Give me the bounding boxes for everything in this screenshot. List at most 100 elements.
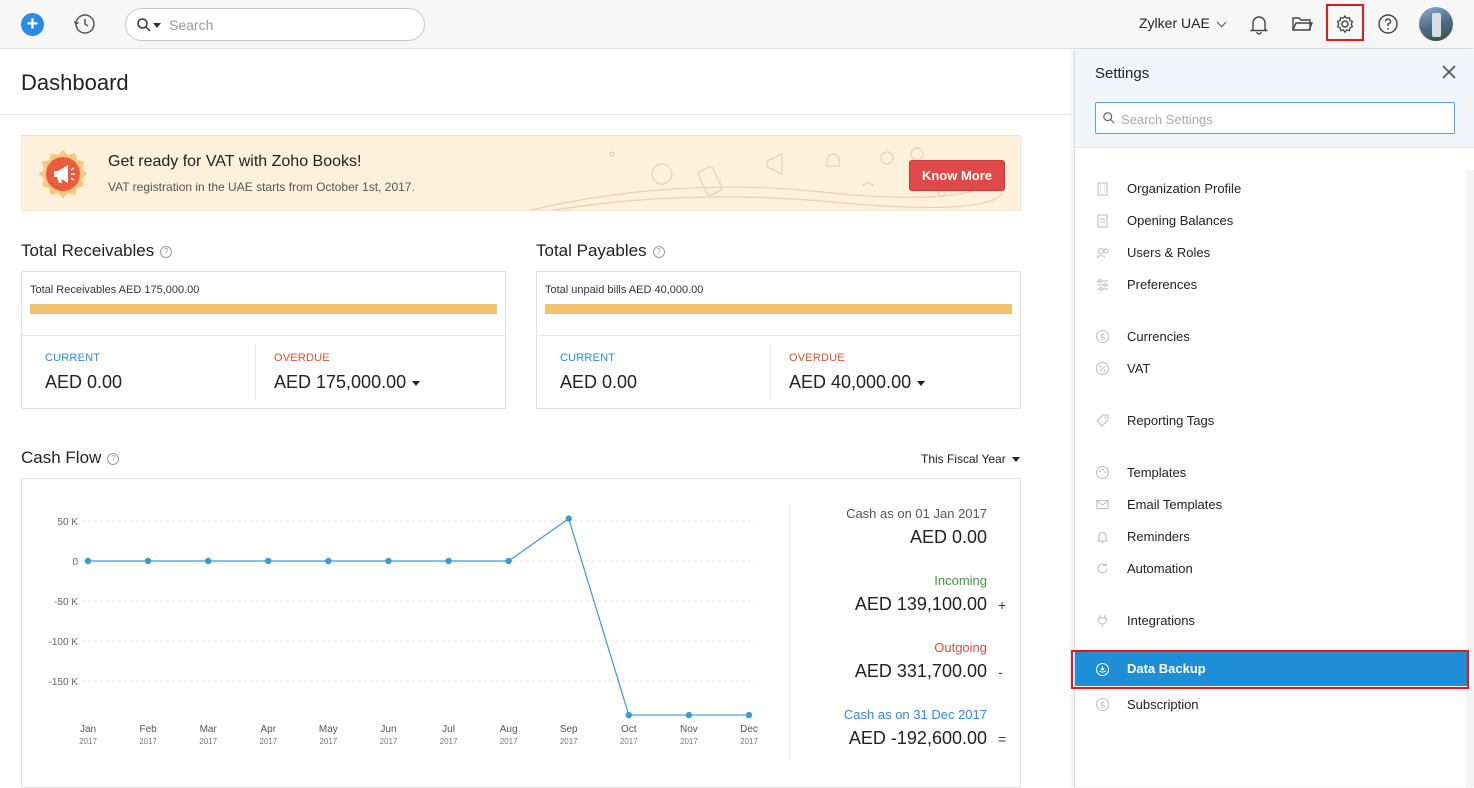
- receivables-heading: Total Receivables?: [21, 241, 173, 261]
- y-tick-label: -50 K: [54, 597, 78, 608]
- x-tick-label: Aug: [500, 724, 518, 735]
- settings-item-label: Templates: [1127, 465, 1187, 480]
- payables-total-label: Total unpaid bills AED 40,000.00: [545, 284, 704, 296]
- global-search[interactable]: [125, 8, 425, 41]
- cash-flow-chart: 50 K 0 -50 K -100 K -150 K Jan 2017 Feb 2017 Mar 2…: [49, 515, 758, 746]
- settings-item-label: Preferences: [1127, 277, 1198, 292]
- help-icon[interactable]: ?: [107, 452, 120, 465]
- opening-cash-label: Cash as on 01 Jan 2017: [846, 506, 987, 521]
- help-icon[interactable]: [1376, 12, 1400, 36]
- cash-flow-heading: Cash Flow?: [21, 448, 120, 468]
- data-point: [144, 557, 152, 565]
- users-icon: [1096, 248, 1109, 259]
- outgoing-label: Outgoing: [934, 640, 987, 655]
- search-icon: [137, 18, 151, 32]
- svg-text:$: $: [1100, 333, 1106, 343]
- banner-title: Get ready for VAT with Zoho Books!: [108, 153, 362, 170]
- caret-down-icon: [1011, 457, 1020, 463]
- gear-icon[interactable]: [1333, 12, 1357, 36]
- close-icon[interactable]: [1439, 62, 1459, 82]
- data-point: [84, 557, 92, 565]
- svg-text:$: $: [1100, 701, 1106, 711]
- settings-item-users-roles[interactable]: Users & Roles: [1075, 238, 1467, 268]
- settings-item-opening-balances[interactable]: Opening Balances: [1075, 206, 1467, 236]
- settings-item-label: Subscription: [1127, 697, 1199, 712]
- payables-overdue-dropdown[interactable]: AED 40,000.00: [789, 372, 926, 393]
- settings-item-currencies[interactable]: $ Currencies: [1075, 322, 1467, 352]
- x-tick-label: May: [319, 724, 338, 735]
- settings-item-subscription[interactable]: $ Subscription: [1075, 690, 1467, 720]
- settings-item-organization-profile[interactable]: Organization Profile: [1075, 174, 1467, 204]
- x-tick-year-label: 2017: [79, 737, 97, 746]
- data-point: [505, 557, 512, 565]
- caret-down-icon: [917, 380, 926, 386]
- settings-item-label: Data Backup: [1127, 661, 1206, 676]
- x-tick-label: Jul: [442, 724, 455, 735]
- x-tick-label: Mar: [200, 724, 218, 735]
- settings-item-label: Integrations: [1127, 613, 1195, 628]
- ledger-icon: [1097, 214, 1108, 228]
- payables-progress-bar: [545, 304, 1012, 314]
- know-more-button[interactable]: Know More: [909, 160, 1005, 191]
- x-tick-label: Oct: [621, 724, 637, 735]
- percent-icon: [1096, 362, 1109, 375]
- data-point: [204, 557, 212, 565]
- closing-cash-label: Cash as on 31 Dec 2017: [843, 707, 987, 722]
- settings-title: Settings: [1095, 65, 1150, 82]
- settings-item-templates[interactable]: Templates: [1075, 458, 1467, 488]
- search-filter-caret-icon[interactable]: [153, 23, 161, 28]
- settings-item-label: Opening Balances: [1127, 213, 1234, 228]
- payables-card: Total unpaid bills AED 40,000.00 CURRENT…: [536, 271, 1021, 409]
- plug-icon: [1098, 615, 1107, 627]
- settings-item-label: Email Templates: [1127, 497, 1223, 512]
- scrollbar[interactable]: [1466, 170, 1474, 787]
- chevron-down-icon: [1216, 17, 1227, 28]
- settings-item-reminders[interactable]: Reminders: [1075, 522, 1467, 552]
- plus-operator: +: [998, 597, 1007, 613]
- minus-operator: -: [998, 664, 1003, 680]
- settings-item-integrations[interactable]: Integrations: [1075, 606, 1467, 636]
- x-tick-year-label: 2017: [139, 737, 157, 746]
- search-input[interactable]: [169, 15, 409, 35]
- settings-item-label: Automation: [1127, 561, 1193, 576]
- banner-decoration: [528, 147, 1002, 210]
- settings-item-automation[interactable]: Automation: [1075, 554, 1467, 584]
- settings-item-label: Reminders: [1127, 529, 1190, 544]
- settings-item-preferences[interactable]: Preferences: [1075, 270, 1467, 300]
- folder-icon[interactable]: [1290, 12, 1314, 36]
- period-select[interactable]: This Fiscal Year: [921, 452, 1020, 466]
- divider: [537, 335, 1020, 336]
- cash-flow-card: 50 K 0 -50 K -100 K -150 K Jan 2017 Feb 2017 Mar 2…: [21, 478, 1021, 788]
- settings-item-data-backup[interactable]: Data Backup: [1075, 652, 1467, 686]
- equals-operator: =: [998, 731, 1007, 747]
- bell-icon: [1096, 532, 1109, 543]
- settings-header: Settings: [1075, 50, 1474, 148]
- x-tick-year-label: 2017: [440, 737, 458, 746]
- x-tick-label: Apr: [260, 724, 276, 735]
- settings-item-vat[interactable]: VAT: [1075, 354, 1467, 384]
- help-icon[interactable]: ?: [160, 245, 173, 258]
- divider: [770, 344, 771, 400]
- receivables-overdue-dropdown[interactable]: AED 175,000.00: [274, 372, 421, 393]
- bell-icon[interactable]: [1247, 12, 1271, 36]
- history-icon[interactable]: [73, 12, 97, 36]
- search-icon: [1103, 112, 1115, 124]
- help-icon[interactable]: ?: [652, 245, 665, 258]
- settings-search[interactable]: [1095, 102, 1455, 134]
- settings-item-email-templates[interactable]: Email Templates: [1075, 490, 1467, 520]
- caret-down-icon: [412, 380, 421, 386]
- new-plus-button[interactable]: +: [21, 13, 44, 36]
- subscription-icon: $: [1096, 698, 1109, 711]
- org-name: Zylker UAE: [1139, 15, 1210, 31]
- organization-switcher[interactable]: Zylker UAE: [1139, 15, 1227, 31]
- x-tick-label: Jun: [380, 724, 396, 735]
- x-tick-label: Feb: [139, 724, 157, 735]
- palette-icon: [1096, 466, 1109, 479]
- payables-overdue-amount: AED 40,000.00: [789, 372, 912, 392]
- settings-search-input[interactable]: [1121, 109, 1441, 129]
- outgoing-amount: AED 331,700.00: [854, 661, 987, 681]
- gear-highlight-box: [1326, 4, 1364, 41]
- avatar[interactable]: [1419, 7, 1453, 41]
- settings-item-label: Organization Profile: [1127, 181, 1242, 196]
- settings-item-reporting-tags[interactable]: Reporting Tags: [1075, 406, 1467, 436]
